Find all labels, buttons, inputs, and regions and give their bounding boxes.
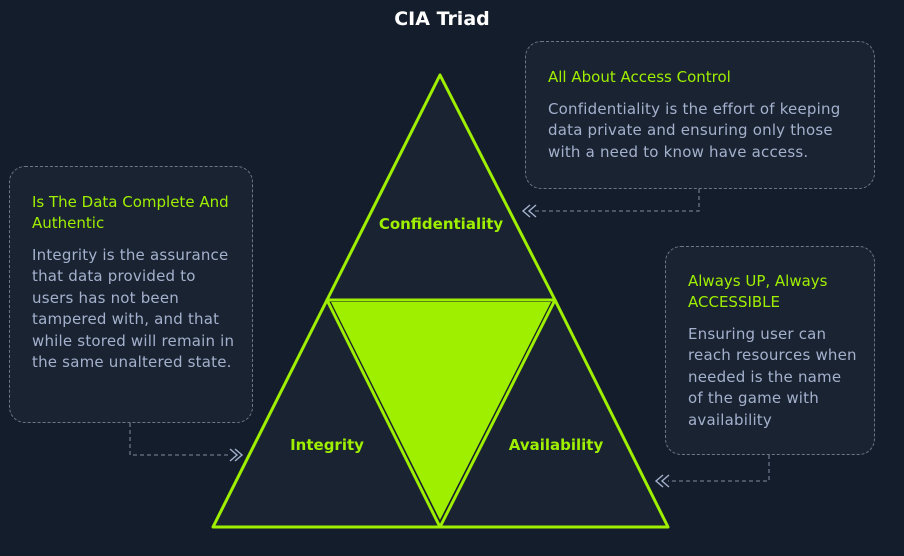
integrity-description: Integrity is the assurance that data pro… — [32, 246, 235, 372]
confidentiality-label: Confidentiality — [378, 215, 504, 233]
integrity-connector — [129, 423, 244, 462]
availability-triangle — [438, 298, 670, 529]
confidentiality-box: All About Access Control Confidentiality… — [525, 41, 875, 189]
confidentiality-connector — [521, 189, 700, 218]
diagram-title: CIA Triad — [394, 8, 490, 30]
availability-label: Availability — [508, 436, 604, 454]
center-triangle — [331, 302, 551, 520]
availability-connector — [654, 455, 770, 488]
integrity-triangle — [211, 298, 442, 529]
confidentiality-description: Confidentiality is the effort of keeping… — [548, 100, 841, 161]
confidentiality-heading: All About Access Control — [548, 68, 731, 86]
integrity-label: Integrity — [290, 436, 364, 454]
availability-description: Ensuring user can reach resources when n… — [688, 325, 857, 429]
availability-heading: Always UP, Always ACCESSIBLE — [688, 272, 828, 311]
integrity-heading: Is The Data Complete And Authentic — [32, 193, 229, 232]
integrity-box: Is The Data Complete And Authentic Integ… — [9, 166, 253, 423]
availability-box: Always UP, Always ACCESSIBLE Ensuring us… — [665, 246, 875, 455]
confidentiality-triangle — [325, 73, 557, 302]
